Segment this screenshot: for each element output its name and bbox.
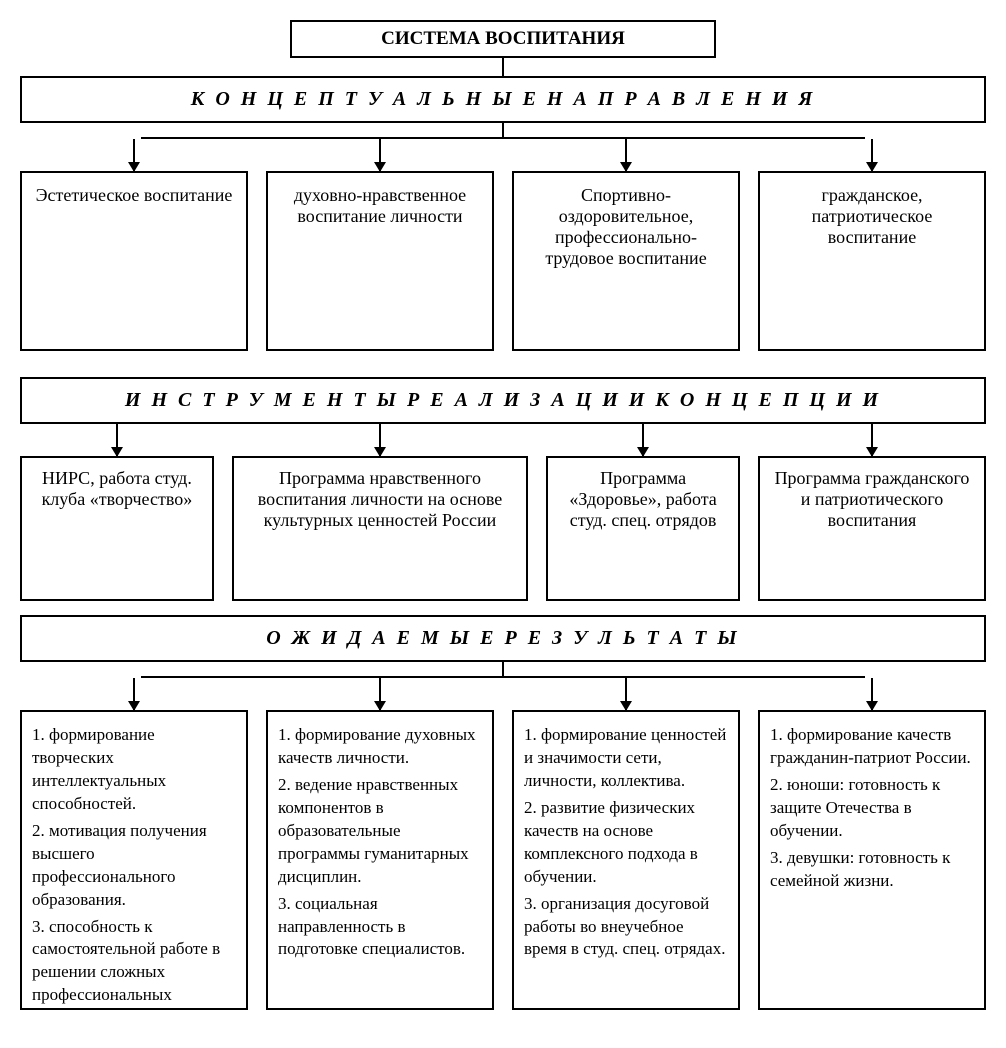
arrows-row bbox=[20, 424, 986, 456]
connector bbox=[502, 123, 504, 137]
directions-heading: К О Н Ц Е П Т У А Л Ь Н Ы Е Н А П Р А В … bbox=[20, 76, 986, 123]
direction-box: гражданское, патриотическое воспитание bbox=[758, 171, 986, 351]
result-box: 1. формирование творческих интеллектуаль… bbox=[20, 710, 248, 1010]
result-box: 1. формирование качеств гражданин-патрио… bbox=[758, 710, 986, 1010]
connector bbox=[502, 662, 504, 676]
direction-box: Эстетическое воспитание bbox=[20, 171, 248, 351]
instrument-box: Программа гражданского и патриотического… bbox=[758, 456, 986, 601]
direction-box: духовно-нравственное воспитание личности bbox=[266, 171, 494, 351]
results-row: 1. формирование творческих интеллектуаль… bbox=[20, 710, 986, 1010]
direction-box: Спортивно-оздоровительное, профессиональ… bbox=[512, 171, 740, 351]
arrows-row bbox=[20, 139, 986, 171]
connector bbox=[502, 58, 504, 76]
result-box: 1. формирование духовных качеств личност… bbox=[266, 710, 494, 1010]
result-box: 1. формирование ценностей и значимости с… bbox=[512, 710, 740, 1010]
instrument-box: НИРС, работа студ. клуба «творчество» bbox=[20, 456, 214, 601]
root-box: СИСТЕМА ВОСПИТАНИЯ bbox=[290, 20, 715, 58]
instrument-box: Программа нравственного воспитания лично… bbox=[232, 456, 528, 601]
directions-row: Эстетическое воспитание духовно-нравстве… bbox=[20, 171, 986, 351]
instrument-box: Программа «Здоровье», работа студ. спец.… bbox=[546, 456, 740, 601]
instruments-row: НИРС, работа студ. клуба «творчество» Пр… bbox=[20, 456, 986, 601]
diagram-root: СИСТЕМА ВОСПИТАНИЯ К О Н Ц Е П Т У А Л Ь… bbox=[20, 20, 986, 1010]
arrows-row bbox=[20, 678, 986, 710]
results-heading: О Ж И Д А Е М Ы Е Р Е З У Л Ь Т А Т Ы bbox=[20, 615, 986, 662]
instruments-heading: И Н С Т Р У М Е Н Т Ы Р Е А Л И З А Ц И … bbox=[20, 377, 986, 424]
